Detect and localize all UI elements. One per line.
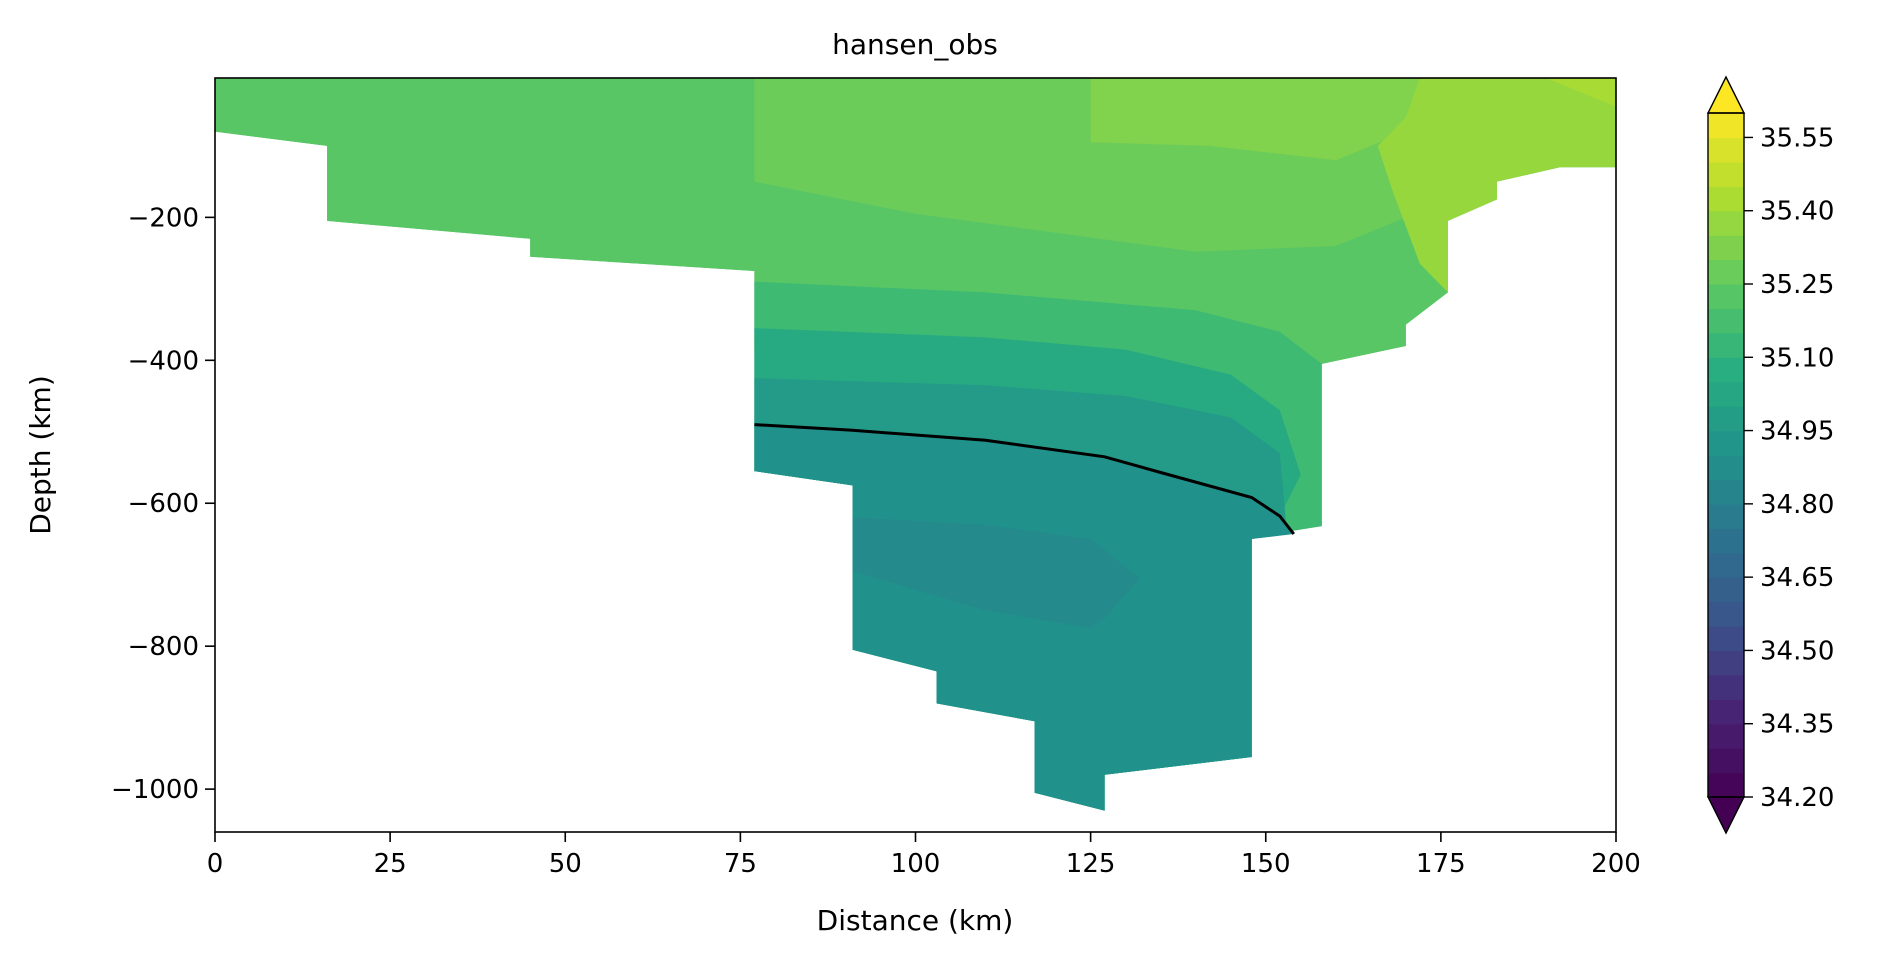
colorbar-tick-label: 34.65 [1760, 563, 1834, 593]
colorbar-level [1708, 357, 1744, 383]
colorbar-level [1708, 235, 1744, 261]
colorbar-level [1708, 577, 1744, 603]
colorbar-level [1708, 161, 1744, 187]
colorbar-extend-max [1706, 75, 1746, 114]
colorbar-level [1708, 699, 1744, 725]
colorbar-frame [1707, 112, 1745, 798]
colorbar-level [1708, 674, 1744, 700]
y-tick-label: −1000 [111, 775, 199, 805]
chart-title: hansen_obs [832, 28, 998, 61]
colorbar-level [1708, 601, 1744, 627]
colorbar-level [1708, 430, 1744, 456]
x-tick-label: 0 [207, 849, 224, 879]
colorbar-level [1708, 381, 1744, 407]
y-axis-label: Depth (km) [24, 375, 57, 535]
colorbar-level [1708, 650, 1744, 676]
colorbar [1706, 75, 1746, 835]
colorbar-level [1708, 259, 1744, 285]
colorbar-level [1708, 479, 1744, 505]
x-tick-label: 150 [1241, 849, 1291, 879]
y-tick-label: −800 [128, 632, 199, 662]
x-axis-label: Distance (km) [817, 904, 1014, 937]
x-tick-label: 50 [549, 849, 582, 879]
y-axis: −200 −400 −600 −800 −1000 [111, 203, 215, 805]
x-tick-label: 125 [1066, 849, 1116, 879]
colorbar-level [1708, 503, 1744, 529]
colorbar-tick-label: 34.20 [1760, 783, 1834, 813]
colorbar-tick-label: 34.80 [1760, 490, 1834, 520]
plot-area [215, 78, 1616, 811]
colorbar-level [1708, 528, 1744, 554]
colorbar-tick-label: 35.55 [1760, 123, 1834, 153]
x-tick-label: 175 [1416, 849, 1466, 879]
colorbar-extend-min [1706, 796, 1746, 835]
colorbar-level [1708, 308, 1744, 334]
contour-zone [852, 517, 1140, 629]
colorbar-tick-label: 35.40 [1760, 197, 1834, 227]
colorbar-level [1708, 772, 1744, 798]
colorbar-tick-label: 34.50 [1760, 636, 1834, 666]
y-tick-label: −400 [128, 346, 199, 376]
colorbar-level [1708, 748, 1744, 774]
contour-line [754, 423, 1295, 535]
x-tick-label: 75 [724, 849, 757, 879]
y-tick-label: −200 [128, 203, 199, 233]
colorbar-level [1708, 626, 1744, 652]
colorbar-level [1708, 210, 1744, 236]
colorbar-ticks: 34.20 34.35 34.50 34.65 34.80 34.95 35.10 35.25… [1744, 123, 1834, 813]
contour-zone [1546, 78, 1616, 107]
colorbar-level [1708, 137, 1744, 163]
x-tick-label: 100 [891, 849, 941, 879]
x-tick-label: 25 [374, 849, 407, 879]
colorbar-tick-label: 34.95 [1760, 417, 1834, 447]
colorbar-level [1708, 552, 1744, 578]
colorbar-level [1708, 284, 1744, 310]
x-tick-label: 200 [1591, 849, 1641, 879]
colorbar-tick-label: 34.35 [1760, 710, 1834, 740]
contour-zones [215, 78, 1616, 811]
x-axis: 0 25 50 75 100 125 150 175 200 [207, 832, 1641, 879]
contour-zone [1377, 78, 1616, 293]
colorbar-level [1708, 455, 1744, 481]
colorbar-level [1708, 186, 1744, 212]
colorbar-level [1708, 723, 1744, 749]
colorbar-level [1708, 113, 1744, 139]
colorbar-tick-label: 35.25 [1760, 270, 1834, 300]
colorbar-tick-label: 35.10 [1760, 343, 1834, 373]
y-tick-label: −600 [128, 489, 199, 519]
colorbar-level [1708, 332, 1744, 358]
colorbar-level [1708, 406, 1744, 432]
